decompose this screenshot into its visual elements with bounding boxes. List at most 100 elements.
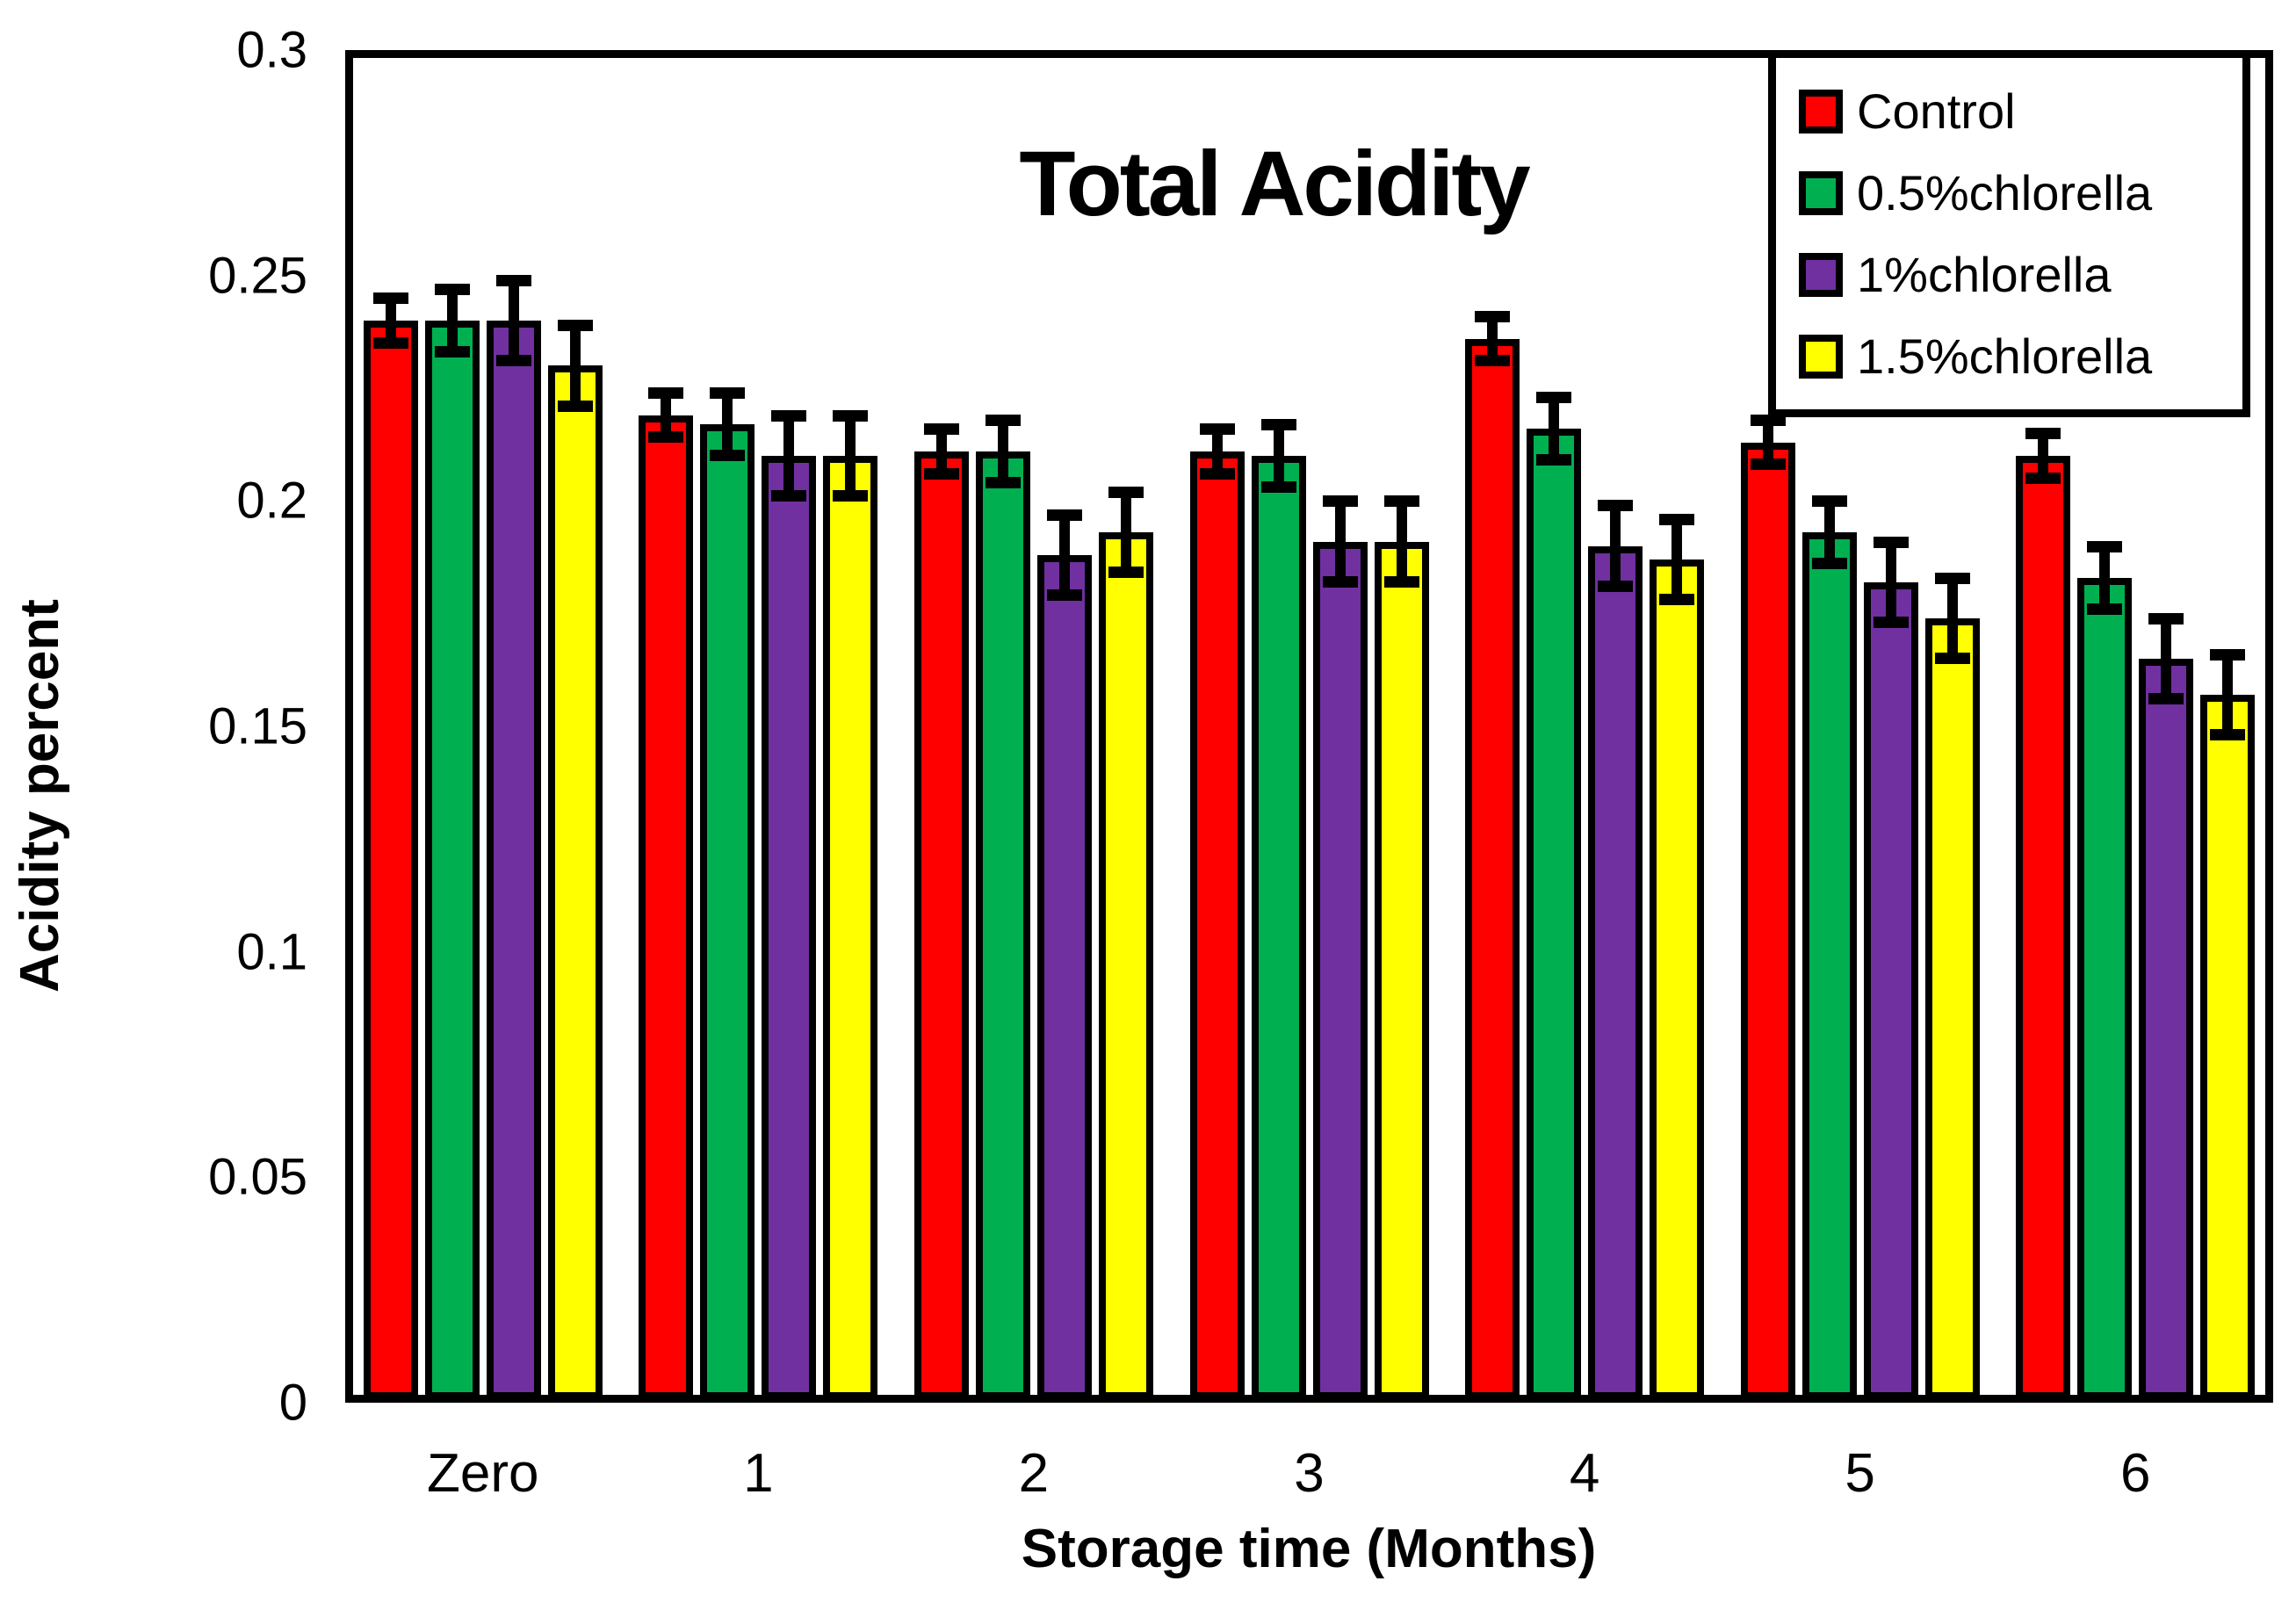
- bar-1%chlorella-Zero: [486, 321, 541, 1399]
- legend-item: 1%chlorella: [1799, 246, 2242, 303]
- bar-1%chlorella-1: [762, 456, 817, 1399]
- bar-0.5%chlorella-Zero: [424, 321, 480, 1399]
- bar-Control-6: [2016, 456, 2071, 1399]
- bar-1.5%chlorella-5: [1924, 617, 1980, 1399]
- x-category-label: Zero: [427, 1443, 539, 1504]
- y-tick-label: 0.3: [236, 21, 307, 79]
- error-bar-cap: [2025, 428, 2061, 440]
- plot-area: [345, 50, 2273, 1403]
- error-bar-cap: [1046, 509, 1082, 521]
- bar-1.5%chlorella-Zero: [547, 365, 603, 1399]
- error-bar-line: [1120, 492, 1131, 574]
- error-bar-line: [1762, 419, 1773, 466]
- error-bar-cap: [2210, 648, 2246, 661]
- chart-title: Total Acidity: [1019, 133, 1530, 235]
- y-tick-label: 0.15: [208, 697, 307, 755]
- y-tick-label: 0: [278, 1374, 307, 1432]
- bar-0.5%chlorella-6: [2077, 577, 2133, 1399]
- error-bar-line: [508, 279, 519, 362]
- error-bar-line: [1823, 501, 1835, 565]
- error-bar-line: [661, 393, 672, 438]
- bar-1%chlorella-5: [1863, 581, 1918, 1399]
- error-bar-cap: [1475, 355, 1511, 367]
- error-bar-cap: [1108, 567, 1144, 579]
- error-bar-line: [1610, 505, 1621, 587]
- bar-1%chlorella-3: [1312, 541, 1368, 1399]
- error-bar-cap: [1322, 495, 1358, 508]
- error-bar-line: [2099, 545, 2111, 610]
- error-bar-cap: [833, 490, 869, 502]
- legend-swatch-icon: [1799, 89, 1843, 134]
- x-axis-title: Storage time (Months): [1021, 1519, 1597, 1579]
- error-bar-cap: [495, 274, 531, 286]
- error-bar-cap: [1383, 575, 1419, 588]
- legend-label: Control: [1857, 83, 2016, 139]
- error-bar-line: [2038, 433, 2049, 479]
- error-bar-cap: [1046, 589, 1082, 602]
- error-bar-cap: [1934, 653, 1970, 664]
- error-bar-line: [1058, 514, 1070, 596]
- error-bar-cap: [372, 336, 408, 349]
- legend-swatch-icon: [1799, 252, 1843, 297]
- error-bar-cap: [2025, 472, 2061, 484]
- bar-Control-2: [913, 451, 969, 1399]
- legend-label: 1%chlorella: [1857, 247, 2112, 302]
- error-bar-cap: [1536, 392, 1572, 404]
- error-bar-line: [997, 419, 1008, 483]
- error-bar-cap: [557, 400, 593, 412]
- bar-1.5%chlorella-3: [1374, 541, 1429, 1399]
- error-bar-cap: [1873, 536, 1909, 548]
- bar-Control-1: [639, 415, 694, 1399]
- x-category-label: 5: [1845, 1443, 1875, 1504]
- legend-swatch-icon: [1799, 170, 1843, 215]
- bar-0.5%chlorella-1: [700, 424, 755, 1399]
- error-bar-cap: [1811, 495, 1847, 508]
- x-category-label: 1: [743, 1443, 774, 1504]
- error-bar-cap: [1873, 616, 1909, 628]
- error-bar-line: [1946, 577, 1958, 659]
- error-bar-cap: [833, 409, 869, 422]
- bar-Control-4: [1465, 338, 1520, 1399]
- error-bar-cap: [771, 409, 807, 422]
- y-axis-title: Acidity percent: [10, 599, 70, 993]
- bar-1.5%chlorella-2: [1098, 532, 1153, 1399]
- error-bar-cap: [1383, 495, 1419, 508]
- error-bar-cap: [2148, 693, 2184, 705]
- legend-item: 0.5%chlorella: [1799, 164, 2242, 221]
- legend-label: 0.5%chlorella: [1857, 165, 2153, 220]
- bar-Control-3: [1189, 451, 1245, 1399]
- error-bar-cap: [1108, 487, 1144, 499]
- error-bar-cap: [1260, 480, 1296, 493]
- error-bar-cap: [710, 387, 746, 400]
- error-bar-cap: [923, 423, 959, 436]
- error-bar-cap: [557, 320, 593, 332]
- error-bar-line: [385, 298, 396, 343]
- error-bar-line: [1487, 315, 1498, 362]
- error-bar-cap: [1199, 423, 1235, 436]
- x-category-label: 6: [2119, 1443, 2151, 1504]
- legend-swatch-icon: [1799, 334, 1843, 379]
- error-bar-line: [446, 289, 458, 352]
- y-tick-label: 0.05: [208, 1148, 307, 1206]
- error-bar-cap: [1475, 310, 1511, 322]
- error-bar-cap: [1750, 414, 1786, 426]
- error-bar-cap: [434, 345, 470, 357]
- bar-0.5%chlorella-5: [1801, 532, 1857, 1399]
- bar-Control-Zero: [363, 321, 418, 1399]
- error-bar-line: [845, 415, 856, 497]
- x-category-label: 4: [1569, 1443, 1600, 1504]
- error-bar-line: [569, 325, 581, 407]
- error-bar-cap: [1199, 467, 1235, 480]
- error-bar-cap: [372, 292, 408, 305]
- error-bar-cap: [2210, 729, 2246, 741]
- error-bar-line: [2161, 617, 2172, 700]
- error-bar-cap: [985, 414, 1021, 426]
- bar-0.5%chlorella-2: [975, 451, 1030, 1399]
- error-bar-cap: [1659, 594, 1695, 606]
- error-bar-cap: [1659, 513, 1695, 525]
- error-bar-line: [935, 429, 947, 474]
- error-bar-cap: [923, 467, 959, 480]
- error-bar-cap: [2087, 540, 2123, 552]
- error-bar-cap: [648, 431, 684, 444]
